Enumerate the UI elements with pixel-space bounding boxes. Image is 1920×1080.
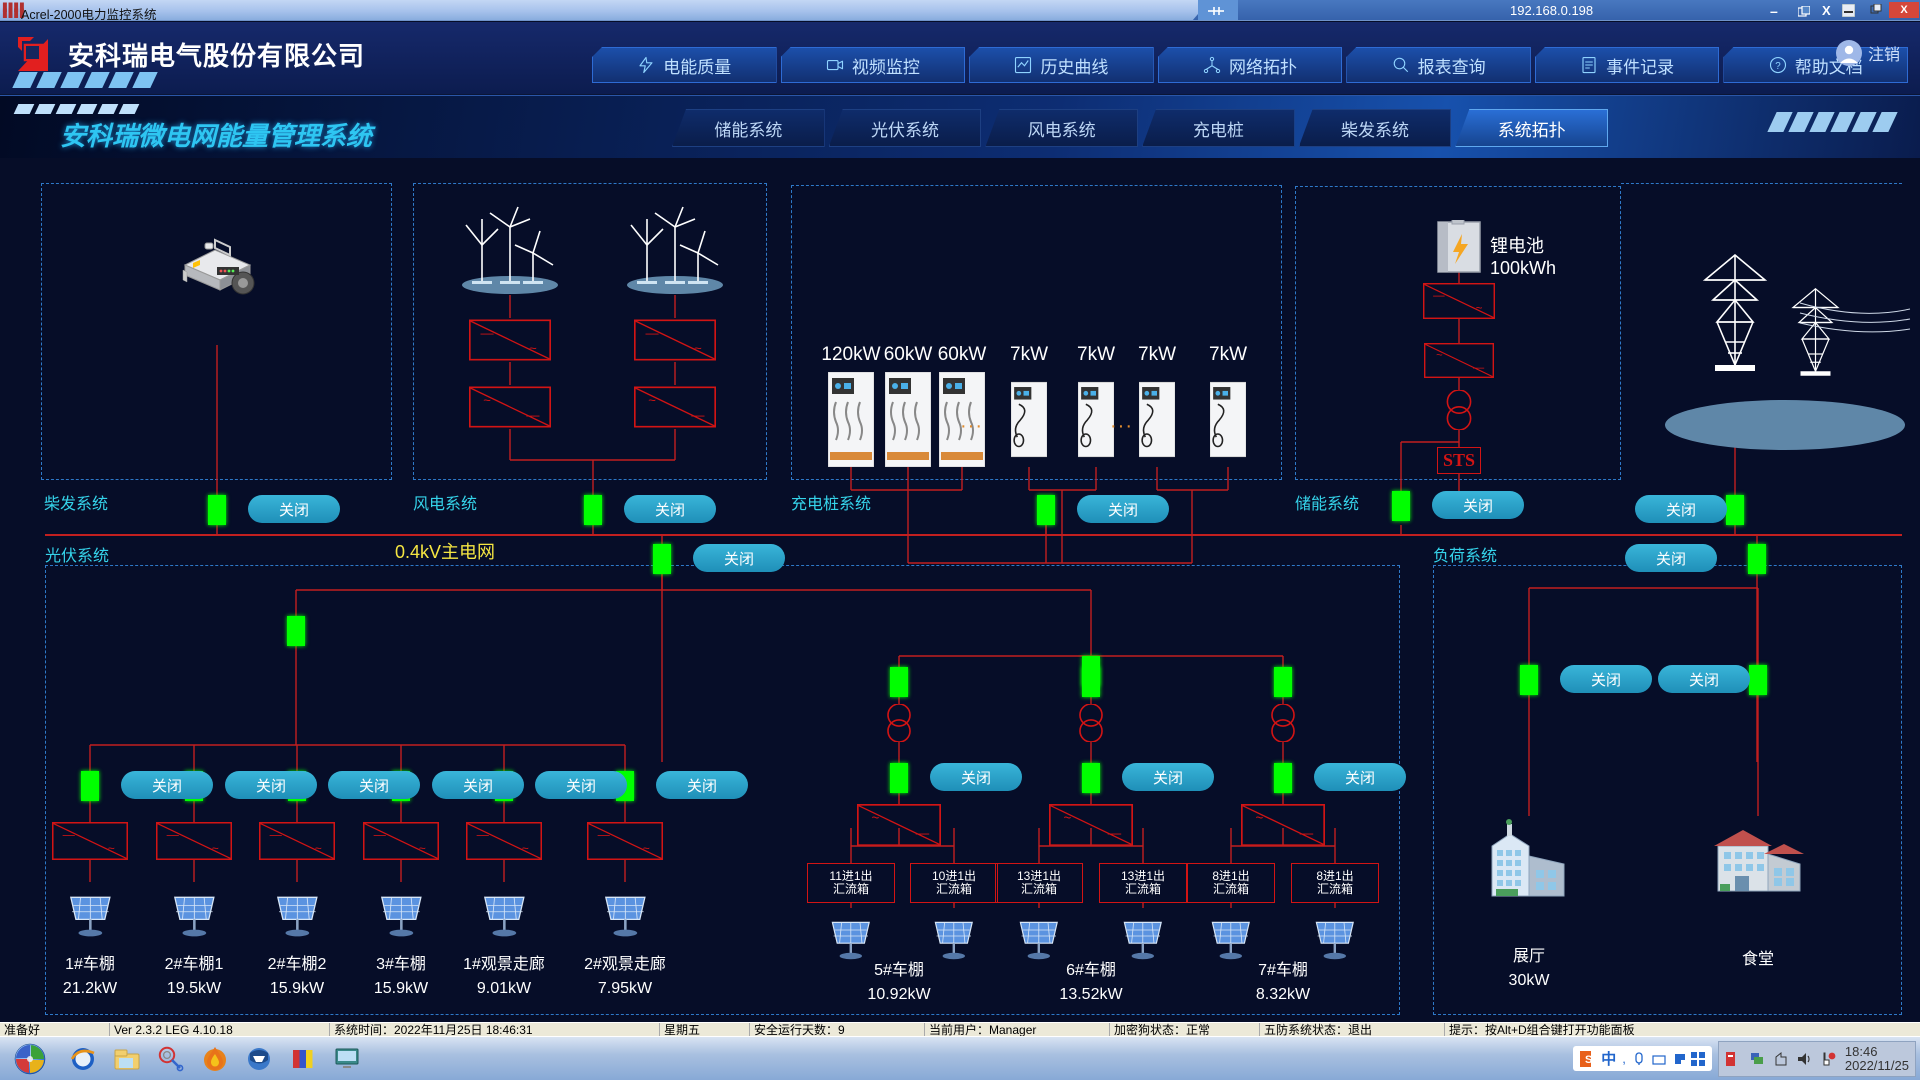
svg-text:S: S (1585, 1054, 1592, 1066)
svg-text:?: ? (1775, 61, 1781, 72)
